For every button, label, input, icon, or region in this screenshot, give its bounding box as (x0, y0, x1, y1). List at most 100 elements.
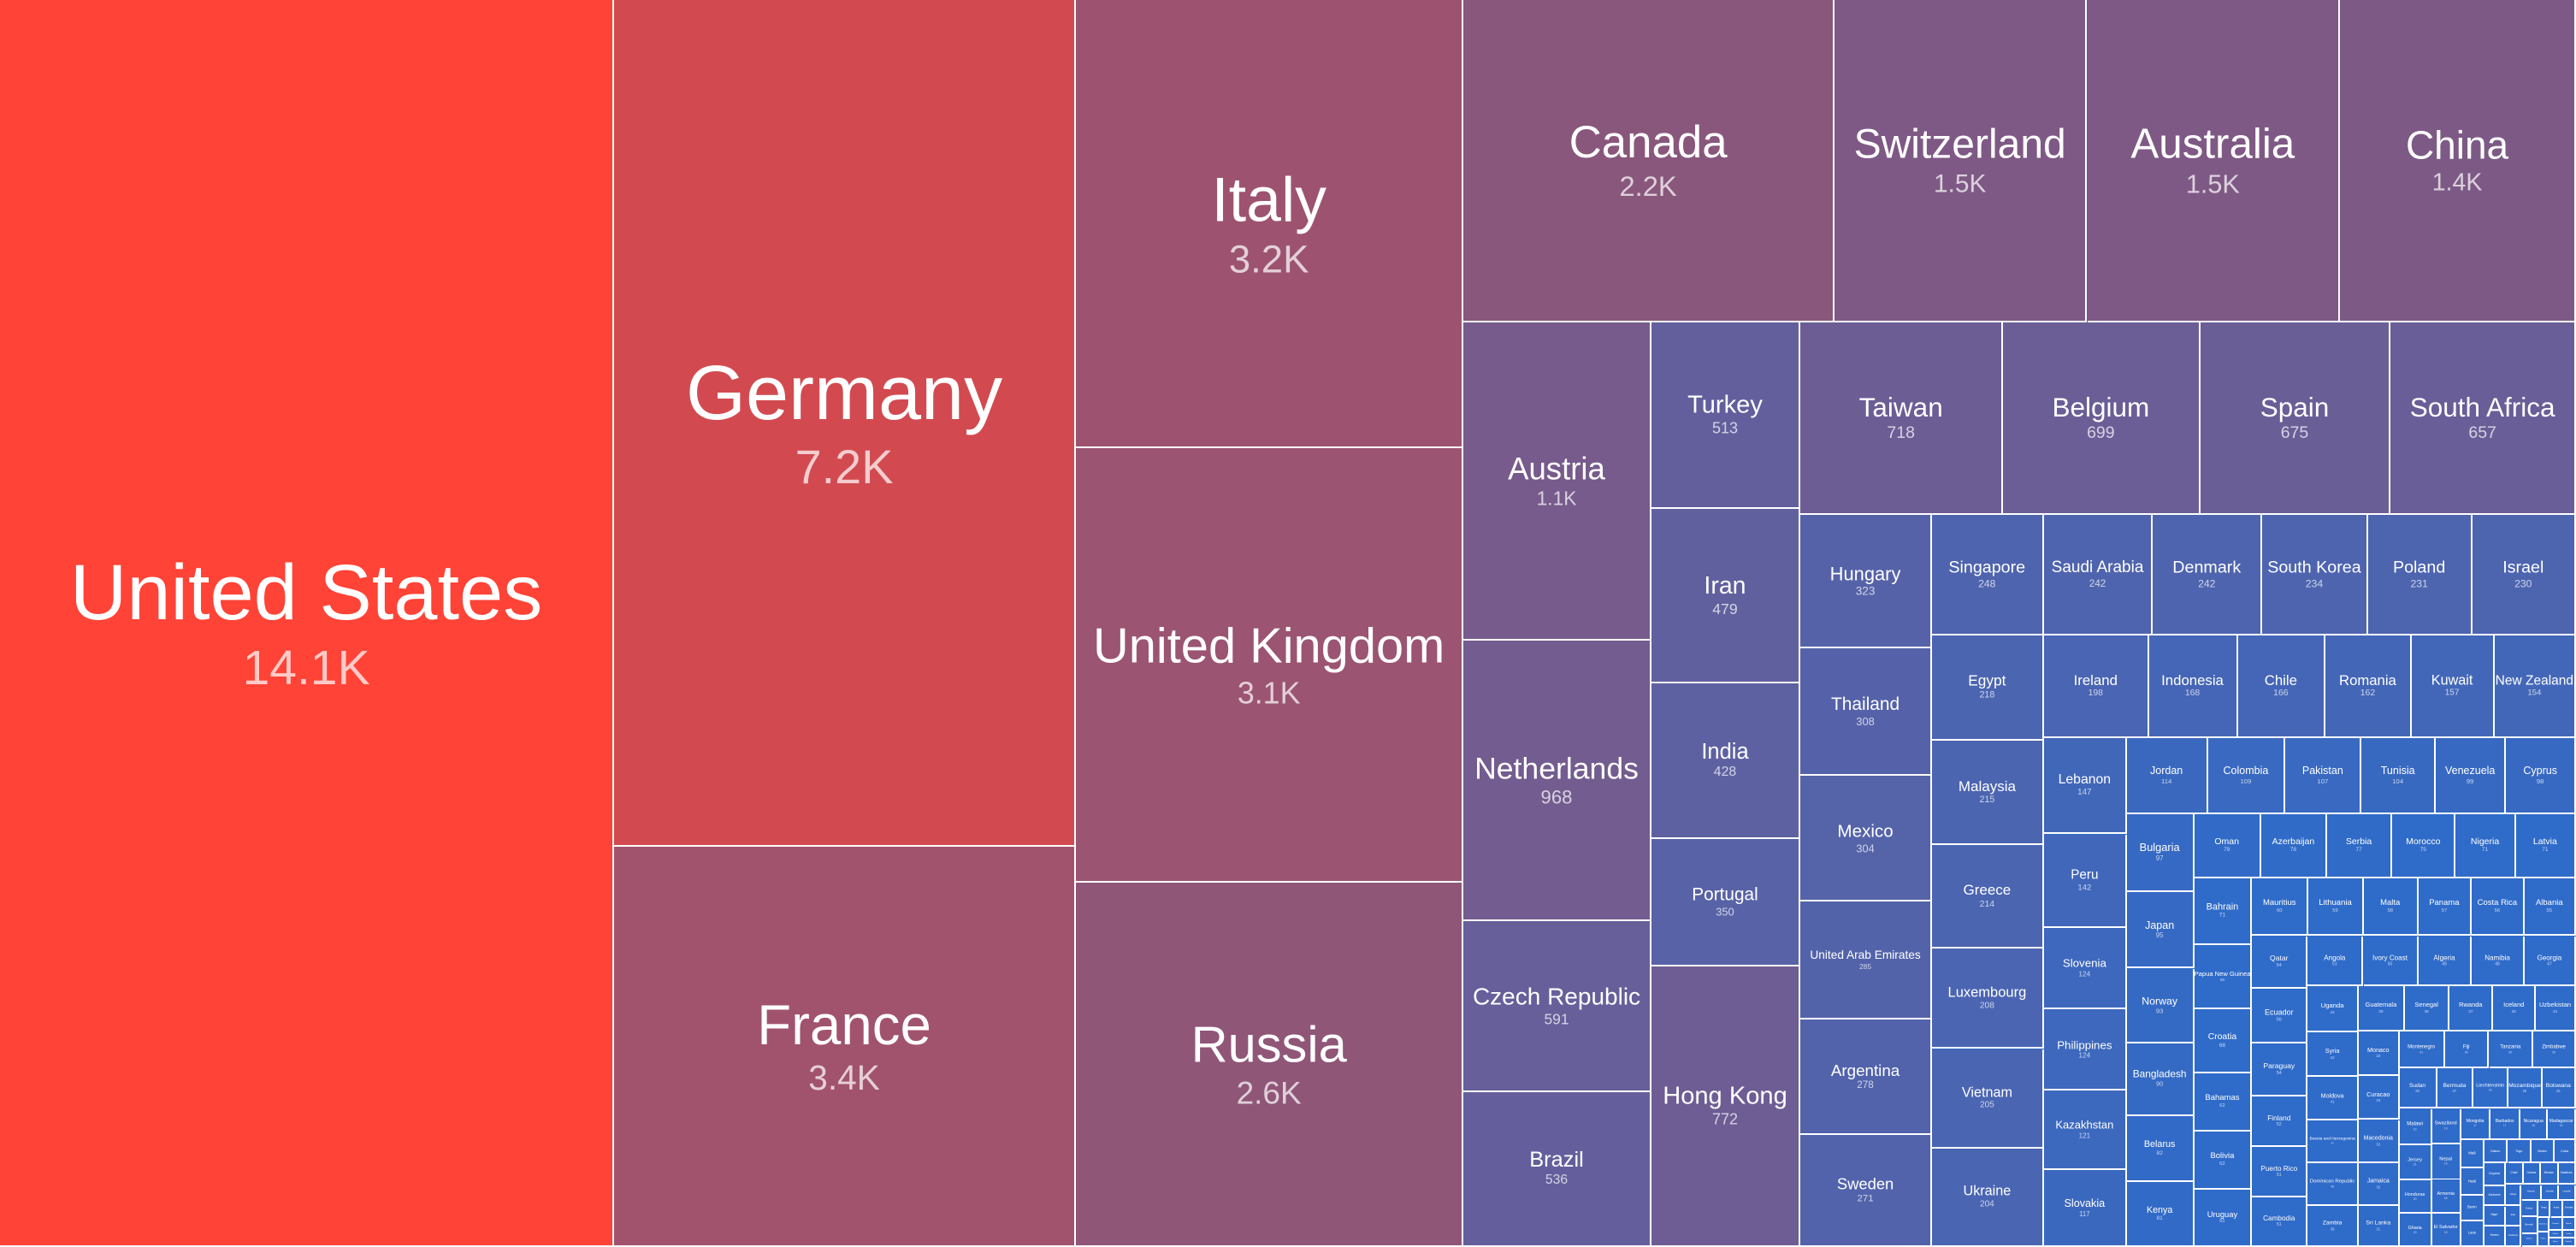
tile-bahrain[interactable]: Bahrain 71 (2194, 878, 2253, 945)
tile-rwanda[interactable]: Rwanda 37 (2449, 985, 2494, 1032)
tile-austria[interactable]: Austria 1.1K (1463, 322, 1651, 641)
tile-denmark[interactable]: Denmark 242 (2153, 515, 2263, 635)
tile-niger[interactable]: Niger (2484, 1206, 2506, 1227)
tile-japan[interactable]: Japan 95 (2126, 892, 2195, 969)
tile-hungary[interactable]: Hungary 323 (1800, 515, 1932, 649)
tile-canada[interactable]: Canada 2.2K (1463, 0, 1835, 322)
tile-oman[interactable]: Oman 79 (2194, 813, 2261, 878)
tile-ireland[interactable]: Ireland 198 (2044, 635, 2149, 738)
tile-burundi[interactable]: Burundi (2521, 1217, 2538, 1234)
tile-fiji[interactable]: Fiji 30 (2444, 1031, 2490, 1069)
tile-pakistan[interactable]: Pakistan 107 (2285, 737, 2362, 814)
tile-syria[interactable]: Syria 42 (2307, 1032, 2359, 1078)
tile-comoros[interactable]: Comoros (2549, 1218, 2563, 1231)
tile-togo[interactable]: Togo (2508, 1140, 2532, 1164)
tile-ukraine[interactable]: Ukraine 204 (1931, 1148, 2044, 1247)
tile-belgium[interactable]: Belgium 699 (2003, 322, 2201, 515)
tile-dominican-republic[interactable]: Dominican Republic 40 (2307, 1162, 2359, 1206)
tile-morocco[interactable]: Morocco 75 (2392, 813, 2456, 878)
tile-macedonia[interactable]: Macedonia 32 (2359, 1120, 2400, 1163)
tile-ivory-coast[interactable]: Ivory Coast 50 (2363, 936, 2419, 986)
tile-bolivia[interactable]: Bolivia 62 (2194, 1132, 2253, 1191)
tile-grenada[interactable]: Grenada (2563, 1201, 2576, 1219)
tile-aruba[interactable]: Aruba (2550, 1201, 2564, 1219)
tile-monaco[interactable]: Monaco 33 (2359, 1031, 2400, 1076)
tile-costa-rica[interactable]: Costa Rica 56 (2472, 878, 2525, 937)
tile-bermuda[interactable]: Bermuda 27 (2437, 1068, 2474, 1109)
tile-angola[interactable]: Angola 51 (2307, 936, 2364, 986)
tile-madagascar[interactable]: Madagascar 16 (2548, 1108, 2576, 1140)
tile-singapore[interactable]: Singapore 248 (1931, 515, 2044, 635)
tile-croatia[interactable]: Croatia 68 (2194, 1009, 2253, 1073)
tile-slovenia[interactable]: Slovenia 124 (2044, 927, 2127, 1009)
tile-serbia[interactable]: Serbia 77 (2327, 813, 2393, 878)
tile-vanuatu[interactable]: Vanuatu (2562, 1238, 2576, 1247)
tile-palau[interactable]: Palau (2538, 1232, 2550, 1247)
tile-colombia[interactable]: Colombia 109 (2207, 737, 2286, 814)
tile-azerbaijan[interactable]: Azerbaijan 78 (2260, 813, 2327, 878)
tile-uzbekistan[interactable]: Uzbekistan 34 (2536, 985, 2576, 1032)
tile-switzerland[interactable]: Switzerland 1.5K (1834, 0, 2088, 322)
tile-paraguay[interactable]: Paraguay 54 (2252, 1043, 2308, 1096)
tile-poland[interactable]: Poland 231 (2367, 515, 2473, 635)
tile-peru[interactable]: Peru 142 (2044, 834, 2127, 928)
tile-mauritius[interactable]: Mauritius 60 (2252, 878, 2309, 937)
tile-south-africa[interactable]: South Africa 657 (2390, 322, 2576, 515)
tile-norway[interactable]: Norway 93 (2126, 968, 2195, 1043)
tile-iraq[interactable]: Iraq (2506, 1205, 2522, 1226)
tile-bhutan[interactable]: Bhutan (2541, 1163, 2559, 1185)
tile-lithuania[interactable]: Lithuania 59 (2308, 878, 2364, 937)
tile-israel[interactable]: Israel 230 (2472, 515, 2576, 635)
tile-algeria[interactable]: Algeria 49 (2418, 936, 2473, 986)
tile-greece[interactable]: Greece 214 (1931, 844, 2044, 949)
tile-united-kingdom[interactable]: United Kingdom 3.1K (1076, 448, 1464, 883)
tile-ecuador[interactable]: Ecuador 56 (2252, 989, 2308, 1044)
tile-libya[interactable]: Libya (2506, 1185, 2522, 1206)
tile-australia[interactable]: Australia 1.5K (2087, 0, 2341, 322)
tile-albania[interactable]: Albania 55 (2524, 878, 2576, 937)
tile-uruguay[interactable]: Uruguay 61 (2194, 1190, 2253, 1247)
tile-papua-new-guinea[interactable]: Papua New Guinea 69 (2194, 944, 2253, 1010)
tile-yemen[interactable]: Yemen (2484, 1226, 2506, 1247)
tile-finland[interactable]: Finland 52 (2252, 1096, 2308, 1148)
tile-saudi-arabia[interactable]: Saudi Arabia 242 (2043, 515, 2154, 635)
tile-nicaragua[interactable]: Nicaragua 16 (2520, 1108, 2549, 1140)
tile-sudan[interactable]: Sudan 28 (2399, 1068, 2437, 1109)
tile-philippines[interactable]: Philippines 124 (2044, 1008, 2127, 1091)
tile-luxembourg[interactable]: Luxembourg 208 (1931, 948, 2044, 1049)
tile-kenya[interactable]: Kenya 81 (2126, 1181, 2195, 1247)
tile-cambodia[interactable]: Cambodia 51 (2252, 1197, 2308, 1247)
tile-zimbabwe[interactable]: Zimbabwe 29 (2533, 1031, 2576, 1069)
tile-brazil[interactable]: Brazil 536 (1463, 1091, 1651, 1247)
tile-armenia[interactable]: Armenia 18 (2431, 1179, 2461, 1214)
tile-russia[interactable]: Russia 2.6K (1076, 883, 1464, 1247)
tile-belize[interactable]: Belize (2531, 1140, 2555, 1164)
tile-netherlands[interactable]: Netherlands 968 (1463, 641, 1651, 921)
tile-venezuela[interactable]: Venezuela 99 (2436, 737, 2507, 814)
tile-tonga[interactable]: Tonga (2538, 1201, 2551, 1219)
tile-malta[interactable]: Malta 58 (2363, 878, 2419, 937)
tile-mexico[interactable]: Mexico 304 (1800, 776, 1932, 902)
tile-portugal[interactable]: Portugal 350 (1651, 838, 1801, 966)
tile-qatar[interactable]: Qatar 54 (2252, 936, 2308, 990)
tile-sweden[interactable]: Sweden 271 (1800, 1134, 1932, 1247)
tile-taiwan[interactable]: Taiwan 718 (1800, 322, 2004, 515)
tile-mongolia[interactable]: Mongolia 17 (2461, 1108, 2491, 1140)
tile-united-arab-emirates[interactable]: United Arab Emirates 285 (1800, 901, 1932, 1020)
tile-bosnia-and-herzegovina[interactable]: Bosnia and Herzegovina 40 (2307, 1120, 2359, 1163)
tile-new-zealand[interactable]: New Zealand 154 (2494, 635, 2576, 738)
tile-chad[interactable]: Chad (2506, 1163, 2524, 1185)
tile-south-korea[interactable]: South Korea 234 (2262, 515, 2368, 635)
tile-united-states[interactable]: United States 14.1K (0, 0, 615, 1247)
tile-sri-lanka[interactable]: Sri Lanka 31 (2359, 1205, 2400, 1247)
tile-india[interactable]: India 428 (1651, 683, 1801, 839)
tile-tunisia[interactable]: Tunisia 104 (2361, 737, 2436, 814)
tile-vietnam[interactable]: Vietnam 205 (1931, 1049, 2044, 1149)
tile-italy[interactable]: Italy 3.2K (1076, 0, 1464, 449)
tile-bangladesh[interactable]: Bangladesh 90 (2126, 1043, 2195, 1116)
tile-tanzania[interactable]: Tanzania 30 (2489, 1031, 2534, 1069)
tile-curacao[interactable]: Curacao 33 (2359, 1075, 2400, 1120)
tile-china[interactable]: China 1.4K (2340, 0, 2576, 322)
tile-eritrea[interactable]: Eritrea (2521, 1201, 2538, 1218)
tile-germany[interactable]: Germany 7.2K (614, 0, 1076, 848)
